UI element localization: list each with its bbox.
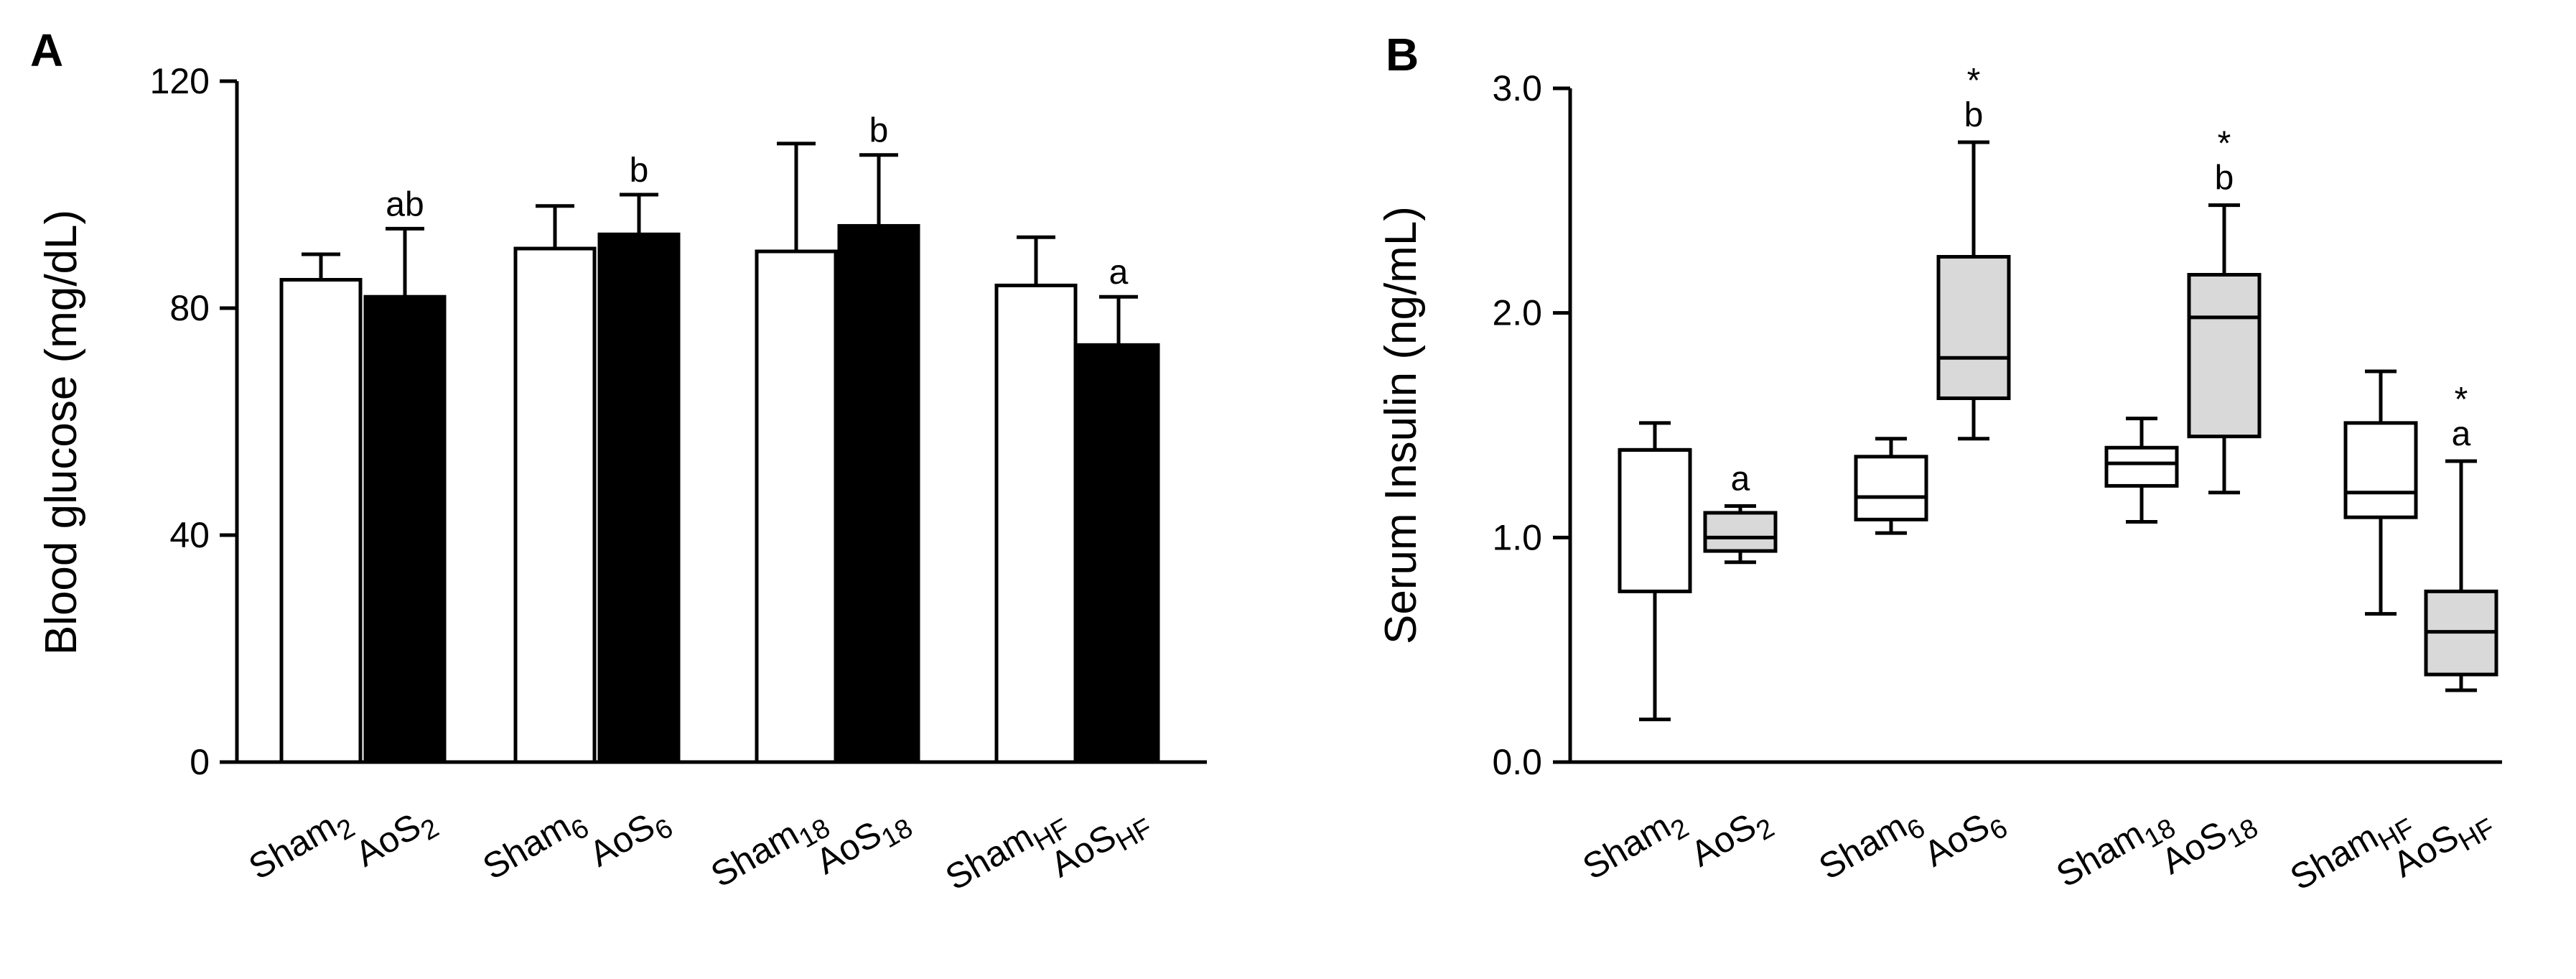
lower-whisker: [1875, 519, 1907, 535]
panel-b-box-sham-18: [2104, 417, 2179, 524]
panel-a-blood-glucose: A Blood glucose (mg/dL) 0 40 80 120 ab b b a S…: [30, 24, 1207, 899]
panel-a-error-bar: [1099, 294, 1138, 345]
panel-b-box-sham-2: [1618, 421, 1692, 722]
panel-a-significance-label: a: [1109, 254, 1129, 292]
panel-a-y-tick-label: 40: [169, 515, 210, 555]
iqr-box: [1936, 255, 2011, 400]
panel-a-x-label: Sham6: [476, 798, 594, 894]
panel-b-x-label: AoSHF: [2386, 798, 2501, 891]
panel-b-box-aos-hf: [2424, 459, 2498, 692]
panel-a-significance-label: b: [869, 112, 889, 150]
iqr-box: [2187, 273, 2262, 439]
panel-b-significance-label: b: [2215, 159, 2234, 198]
panel-a-y-tick-label: 120: [150, 61, 210, 101]
panel-b-box-aos-2: [1703, 504, 1778, 565]
panel-a-x-label: AoSHF: [1044, 798, 1158, 891]
iqr-box: [1703, 511, 1778, 553]
panel-a-bar-sham-2: [279, 278, 363, 764]
panel-b-significance-label: a: [2452, 415, 2471, 453]
upper-whisker: [2365, 369, 2397, 423]
lower-whisker: [2126, 486, 2157, 524]
panel-a-significance-label: ab: [386, 185, 424, 223]
iqr-box: [1618, 447, 1692, 593]
panel-a-error-bar: [620, 192, 658, 235]
panel-b-box-aos-18: [2187, 203, 2262, 495]
panel-b-significance-label: b: [1964, 96, 1984, 134]
panel-b-significance-label: a: [1731, 460, 1750, 498]
lower-whisker: [1958, 398, 1989, 441]
panel-b-boxes: [1618, 140, 2498, 722]
panel-b-x-label: AoS18: [2155, 798, 2263, 888]
panel-a-bar-sham-hf: [994, 283, 1078, 764]
panel-b-letter: B: [1386, 29, 1419, 80]
panel-b-y-tick-label: 0.0: [1492, 742, 1542, 782]
lower-whisker: [1639, 591, 1671, 722]
iqr-box: [2104, 445, 2179, 488]
panel-b-y-tick-label: 3.0: [1492, 68, 1542, 108]
panel-b-y-axis-title: Serum Insulin (ng/mL): [1376, 206, 1426, 644]
panel-a-error-bar: [386, 226, 424, 297]
panel-b-x-label: Sham6: [1812, 798, 1930, 894]
panel-a-letter: A: [30, 24, 63, 76]
panel-a-significance-label: b: [630, 152, 649, 190]
panel-b-star-label: *: [1967, 62, 1981, 100]
panel-a-bar-sham-18: [755, 249, 838, 764]
upper-whisker: [2208, 203, 2240, 275]
panel-a-bar-aos-2: [363, 294, 447, 764]
panel-a-error-bar: [536, 204, 574, 249]
panel-b-y-ticks: 0.0 1.0 2.0 3.0: [1492, 68, 1570, 782]
upper-whisker: [1958, 140, 1989, 257]
panel-b-x-label: AoS2: [1684, 798, 1779, 881]
upper-whisker: [2126, 417, 2157, 448]
panel-a-x-label: AoS6: [582, 798, 678, 881]
upper-whisker: [1639, 421, 1671, 450]
panel-b-box-sham-hf: [2343, 369, 2418, 616]
iqr-box: [1854, 455, 1928, 521]
panel-a-annotations: ab b b a: [386, 112, 1128, 292]
panel-a-x-label: AoS2: [348, 798, 444, 881]
panel-a-error-bar: [302, 252, 340, 280]
panel-b-box-aos-6: [1936, 140, 2011, 441]
lower-whisker: [1725, 551, 1756, 565]
panel-b-box-sham-6: [1854, 437, 1928, 535]
upper-whisker: [2445, 459, 2477, 592]
lower-whisker: [2365, 517, 2397, 616]
panel-b-x-label: Sham2: [1576, 798, 1694, 894]
panel-b-y-tick-label: 2.0: [1492, 293, 1542, 333]
panel-a-y-ticks: 0 40 80 120: [150, 61, 237, 782]
panel-b-serum-insulin: B Serum Insulin (ng/mL) 0.01.02.03.0 ab*…: [1376, 29, 2502, 899]
iqr-box: [2343, 421, 2418, 519]
panel-a-bars: [279, 223, 1160, 764]
panel-a-y-axis-title: Blood glucose (mg/dL): [37, 210, 86, 655]
panel-a-x-label: Sham2: [242, 798, 360, 894]
panel-a-y-tick-label: 0: [190, 742, 210, 782]
upper-whisker: [1875, 437, 1907, 457]
panel-a-y-tick-label: 80: [169, 288, 210, 328]
panel-a-error-bar: [777, 141, 816, 251]
panel-a-bar-sham-6: [513, 246, 597, 764]
lower-whisker: [2445, 674, 2477, 692]
panel-b-annotations: ab*b*a*: [1731, 62, 2471, 498]
panel-a-error-bar: [859, 153, 898, 226]
panel-a-x-label: AoS18: [809, 798, 918, 888]
lower-whisker: [2208, 436, 2240, 495]
panel-b-star-label: *: [2455, 381, 2468, 419]
panel-b-y-tick-label: 1.0: [1492, 517, 1542, 557]
panel-a-bar-aos-6: [597, 232, 681, 764]
panel-b-star-label: *: [2218, 125, 2231, 163]
panel-a-error-bar: [1017, 235, 1055, 286]
panel-b-x-label: AoS6: [1917, 798, 2012, 881]
panel-a-bar-aos-hf: [1077, 343, 1160, 764]
panel-a-error-bars: [302, 141, 1138, 345]
panel-a-bar-aos-18: [837, 223, 920, 764]
